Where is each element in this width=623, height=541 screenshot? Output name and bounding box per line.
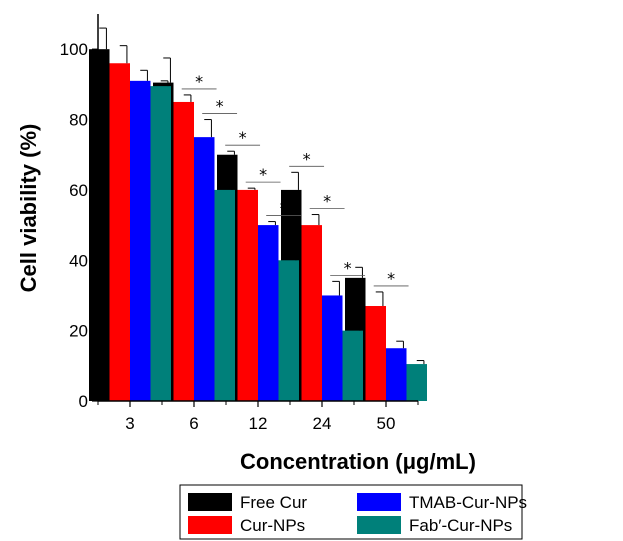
legend-label: Free Cur xyxy=(240,493,307,512)
y-tick-label: 40 xyxy=(69,251,88,270)
bar-tmab-cur-nps-24 xyxy=(322,295,343,401)
y-tick-label: 0 xyxy=(79,392,88,411)
y-tick-label: 100 xyxy=(60,40,88,59)
bar-cur-nps-12 xyxy=(237,189,258,401)
legend-label: Fab′-Cur-NPs xyxy=(409,516,512,535)
bar-free-cur-3 xyxy=(89,49,110,401)
bar-tmab-cur-nps-12 xyxy=(258,225,279,401)
x-tick-label: 12 xyxy=(249,414,268,433)
y-tick-label: 60 xyxy=(69,181,88,200)
bar-fab-cur-nps-3 xyxy=(150,86,171,401)
bar-cur-nps-6 xyxy=(173,101,194,402)
x-tick-label: 24 xyxy=(313,414,332,433)
legend-label: TMAB-Cur-NPs xyxy=(409,493,527,512)
x-tick-label: 3 xyxy=(125,414,134,433)
x-tick-label: 6 xyxy=(189,414,198,433)
significance-star: * xyxy=(303,149,311,168)
bar-cur-nps-24 xyxy=(301,225,322,401)
y-tick-label: 80 xyxy=(69,111,88,130)
legend-swatch xyxy=(188,493,232,511)
bar-fab-cur-nps-24 xyxy=(342,330,363,401)
significance-star: * xyxy=(216,97,224,116)
bar-tmab-cur-nps-50 xyxy=(386,348,407,401)
significance-star: * xyxy=(259,165,267,184)
plot-area: * * * * * * * * * xyxy=(89,27,427,402)
axes: 0 20 40 60 80 100 3 6 12 24 50 xyxy=(60,14,419,433)
bar-cur-nps-50 xyxy=(365,306,386,401)
bar-fab-cur-nps-12 xyxy=(278,260,299,401)
x-axis-title: Concentration (μg/mL) xyxy=(240,449,476,474)
significance-star: * xyxy=(280,199,288,218)
bar-fab-cur-nps-50 xyxy=(406,364,427,401)
x-tick-label: 50 xyxy=(377,414,396,433)
legend-label: Cur-NPs xyxy=(240,516,305,535)
legend-swatch xyxy=(357,516,401,534)
y-axis-title: Cell viability (%) xyxy=(16,124,41,293)
legend-swatch xyxy=(357,493,401,511)
significance-star: * xyxy=(387,269,395,288)
bar-cur-nps-3 xyxy=(109,63,130,401)
legend-swatch xyxy=(188,516,232,534)
significance-star: * xyxy=(195,72,203,91)
legend-box xyxy=(179,484,523,540)
bar-tmab-cur-nps-3 xyxy=(130,80,151,401)
bar-tmab-cur-nps-6 xyxy=(194,137,215,402)
legend: Free Cur Cur-NPs TMAB-Cur-NPs Fab′-Cur-NPs xyxy=(179,484,527,540)
significance-star: * xyxy=(239,128,247,147)
significance-star: * xyxy=(344,258,352,277)
y-tick-label: 20 xyxy=(69,322,88,341)
significance-star: * xyxy=(323,192,331,211)
bar-fab-cur-nps-6 xyxy=(214,189,235,401)
